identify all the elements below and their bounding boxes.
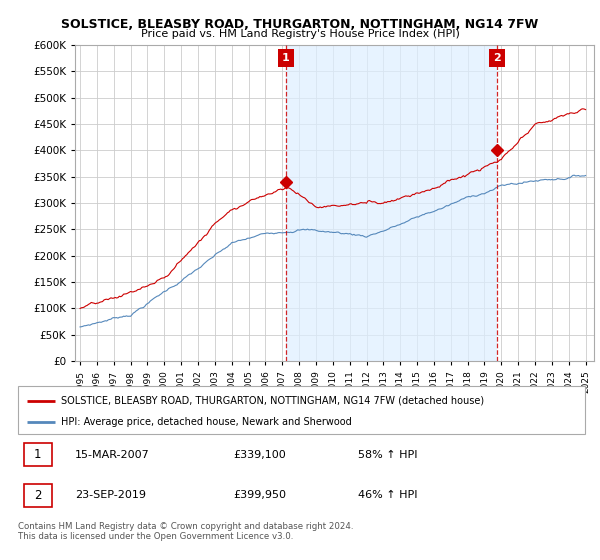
Text: SOLSTICE, BLEASBY ROAD, THURGARTON, NOTTINGHAM, NG14 7FW: SOLSTICE, BLEASBY ROAD, THURGARTON, NOTT…	[61, 18, 539, 31]
Text: 1: 1	[282, 53, 290, 63]
Text: £399,950: £399,950	[233, 490, 286, 500]
Text: 2: 2	[493, 53, 500, 63]
Bar	[286, 45, 497, 361]
Text: £339,100: £339,100	[233, 450, 286, 460]
FancyBboxPatch shape	[18, 386, 585, 434]
Text: 15-MAR-2007: 15-MAR-2007	[75, 450, 149, 460]
Text: SOLSTICE, BLEASBY ROAD, THURGARTON, NOTTINGHAM, NG14 7FW (detached house): SOLSTICE, BLEASBY ROAD, THURGARTON, NOTT…	[61, 396, 484, 405]
Text: 23-SEP-2019: 23-SEP-2019	[75, 490, 146, 500]
Text: Contains HM Land Registry data © Crown copyright and database right 2024.
This d: Contains HM Land Registry data © Crown c…	[18, 522, 353, 542]
Text: 1: 1	[34, 448, 41, 461]
Text: 46% ↑ HPI: 46% ↑ HPI	[358, 490, 418, 500]
Text: Price paid vs. HM Land Registry's House Price Index (HPI): Price paid vs. HM Land Registry's House …	[140, 29, 460, 39]
Text: 58% ↑ HPI: 58% ↑ HPI	[358, 450, 418, 460]
FancyBboxPatch shape	[23, 444, 52, 466]
Text: HPI: Average price, detached house, Newark and Sherwood: HPI: Average price, detached house, Newa…	[61, 417, 351, 427]
Text: 2: 2	[34, 489, 41, 502]
FancyBboxPatch shape	[23, 484, 52, 507]
